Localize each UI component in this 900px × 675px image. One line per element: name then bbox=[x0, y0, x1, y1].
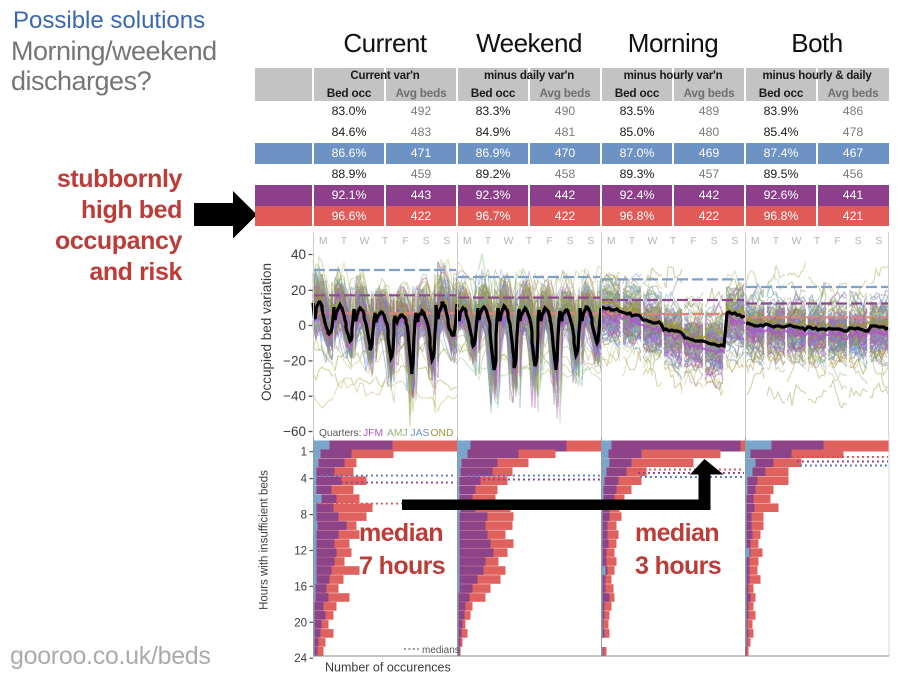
svg-text:0: 0 bbox=[298, 318, 306, 333]
svg-text:−40: −40 bbox=[283, 389, 306, 404]
svg-text:16: 16 bbox=[294, 581, 307, 593]
svg-text:Occupied bed variation: Occupied bed variation bbox=[259, 263, 274, 401]
svg-text:T: T bbox=[629, 235, 636, 247]
svg-text:medians: medians bbox=[422, 645, 460, 656]
svg-text:24: 24 bbox=[294, 653, 307, 665]
svg-text:JFM: JFM bbox=[363, 428, 383, 439]
svg-text:AMJ: AMJ bbox=[387, 428, 408, 439]
svg-text:1: 1 bbox=[301, 447, 307, 459]
svg-text:T: T bbox=[670, 235, 677, 247]
svg-text:40: 40 bbox=[291, 247, 306, 262]
svg-text:S: S bbox=[443, 235, 450, 247]
svg-text:JAS: JAS bbox=[411, 428, 430, 439]
svg-text:S: S bbox=[711, 235, 718, 247]
svg-text:S: S bbox=[875, 235, 882, 247]
svg-text:W: W bbox=[503, 235, 513, 247]
svg-text:20: 20 bbox=[294, 617, 307, 629]
svg-text:M: M bbox=[319, 235, 328, 247]
svg-text:8: 8 bbox=[301, 510, 307, 522]
svg-text:−20: −20 bbox=[283, 353, 306, 368]
svg-text:S: S bbox=[587, 235, 594, 247]
svg-text:F: F bbox=[546, 235, 552, 247]
svg-text:T: T bbox=[485, 235, 492, 247]
svg-text:S: S bbox=[423, 235, 430, 247]
svg-text:Quarters:: Quarters: bbox=[319, 428, 361, 439]
svg-text:W: W bbox=[647, 235, 657, 247]
svg-text:W: W bbox=[359, 235, 369, 247]
svg-text:S: S bbox=[567, 235, 574, 247]
svg-text:T: T bbox=[814, 235, 821, 247]
svg-text:T: T bbox=[526, 235, 533, 247]
svg-text:OND: OND bbox=[431, 428, 454, 439]
svg-text:T: T bbox=[382, 235, 389, 247]
svg-text:F: F bbox=[402, 235, 408, 247]
svg-text:4: 4 bbox=[301, 474, 308, 486]
svg-text:F: F bbox=[834, 235, 840, 247]
svg-text:Number of occurences: Number of occurences bbox=[325, 661, 451, 675]
svg-text:F: F bbox=[690, 235, 696, 247]
svg-text:20: 20 bbox=[291, 283, 306, 298]
svg-text:M: M bbox=[751, 235, 760, 247]
svg-text:−60: −60 bbox=[283, 424, 306, 439]
svg-text:S: S bbox=[731, 235, 738, 247]
svg-text:M: M bbox=[463, 235, 472, 247]
svg-text:M: M bbox=[607, 235, 616, 247]
svg-text:T: T bbox=[341, 235, 348, 247]
svg-text:W: W bbox=[791, 235, 801, 247]
svg-text:Hours with insufficient beds: Hours with insufficient beds bbox=[259, 470, 271, 610]
svg-text:S: S bbox=[855, 235, 862, 247]
svg-text:12: 12 bbox=[294, 546, 307, 558]
svg-text:T: T bbox=[773, 235, 780, 247]
